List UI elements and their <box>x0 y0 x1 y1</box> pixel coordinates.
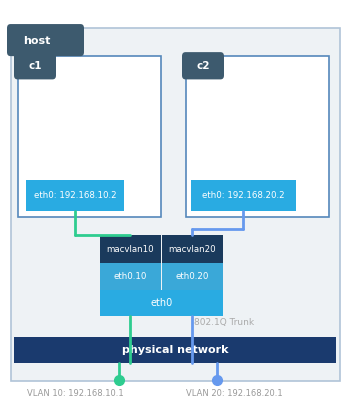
Bar <box>10 28 340 381</box>
Text: physical network: physical network <box>122 345 228 355</box>
Bar <box>14 337 336 363</box>
Bar <box>162 235 223 263</box>
Text: eth0: eth0 <box>150 298 173 308</box>
Bar <box>26 180 124 211</box>
Text: eth0: 192.168.20.2: eth0: 192.168.20.2 <box>202 191 285 200</box>
Text: eth0.20: eth0.20 <box>176 272 209 281</box>
Bar <box>100 263 161 290</box>
Bar <box>162 263 223 290</box>
Bar <box>100 235 161 263</box>
Text: VLAN 20: 192.168.20.1: VLAN 20: 192.168.20.1 <box>186 389 283 398</box>
Text: c2: c2 <box>196 61 210 71</box>
Bar <box>186 56 329 217</box>
Text: eth0: 192.168.10.2: eth0: 192.168.10.2 <box>34 191 117 200</box>
Text: macvlan10: macvlan10 <box>106 245 154 253</box>
Text: 802.1Q Trunk: 802.1Q Trunk <box>194 318 254 327</box>
Text: macvlan20: macvlan20 <box>168 245 216 253</box>
Text: host: host <box>23 36 51 46</box>
FancyBboxPatch shape <box>182 52 224 79</box>
FancyBboxPatch shape <box>7 24 84 56</box>
Text: c1: c1 <box>28 61 42 71</box>
Text: VLAN 10: 192.168.10.1: VLAN 10: 192.168.10.1 <box>27 389 124 398</box>
Text: eth0.10: eth0.10 <box>114 272 147 281</box>
Bar <box>18 56 161 217</box>
Bar <box>191 180 296 211</box>
FancyBboxPatch shape <box>14 52 56 79</box>
Bar <box>100 290 223 316</box>
